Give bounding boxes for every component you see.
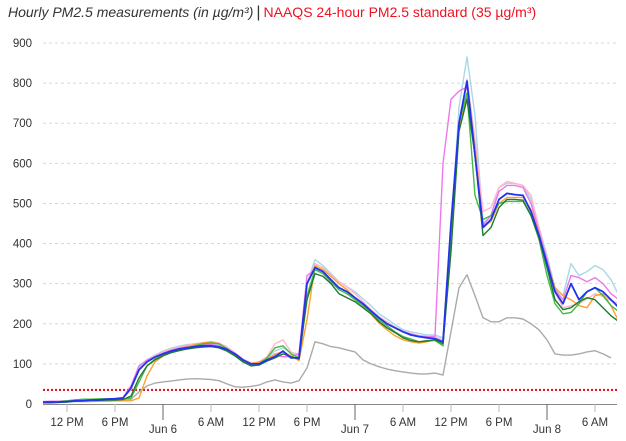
chart-title: Hourly PM2.5 measurements (in µg/m³) | NAA… bbox=[8, 4, 536, 22]
standard-legend-label: NAAQS 24-hour PM2.5 standard (35 µg/m³) bbox=[263, 4, 537, 20]
y-tick-label: 100 bbox=[13, 359, 32, 371]
x-tick-label: 6 AM bbox=[198, 417, 224, 429]
series-line-5 bbox=[43, 94, 617, 404]
x-tick-label: 6 PM bbox=[102, 417, 129, 429]
y-tick-label: 200 bbox=[13, 319, 32, 331]
y-tick-label: 0 bbox=[26, 399, 32, 411]
series-line-8 bbox=[43, 80, 617, 403]
x-tick-label: 6 PM bbox=[486, 417, 513, 429]
x-tick-label: 6 AM bbox=[390, 417, 416, 429]
y-axis: 0 100 200 300 400 500 600 700 800 900 bbox=[13, 38, 32, 411]
title-separator: | bbox=[256, 4, 261, 21]
series-line-2 bbox=[43, 56, 617, 403]
series-line-4 bbox=[43, 86, 617, 403]
y-tick-label: 800 bbox=[13, 78, 32, 90]
x-tick-label: Jun 7 bbox=[341, 424, 369, 436]
y-tick-label: 300 bbox=[13, 279, 32, 291]
series-line-6 bbox=[43, 92, 617, 404]
y-tick-label: 600 bbox=[13, 158, 32, 170]
series-line-7 bbox=[43, 98, 617, 404]
x-tick-label: 12 PM bbox=[242, 417, 275, 429]
x-tick-label: 12 PM bbox=[434, 417, 467, 429]
measurements-legend-label: Hourly PM2.5 measurements (in µg/m³) bbox=[8, 4, 254, 20]
y-tick-label: 900 bbox=[13, 38, 32, 50]
y-tick-label: 700 bbox=[13, 118, 32, 130]
y-tick-label: 500 bbox=[13, 198, 32, 210]
series-line-1 bbox=[43, 274, 612, 403]
x-tick-label: 6 PM bbox=[294, 417, 321, 429]
x-tick-label: Jun 8 bbox=[533, 424, 561, 436]
series-line-3 bbox=[43, 78, 617, 403]
x-tick-label: 12 PM bbox=[50, 417, 83, 429]
series-lines bbox=[43, 56, 617, 404]
x-tick-label: Jun 6 bbox=[149, 424, 177, 436]
y-tick-label: 400 bbox=[13, 239, 32, 251]
x-tick-label: 6 AM bbox=[582, 417, 608, 429]
x-axis: 12 PM 6 PM Jun 6 6 AM 12 PM 6 PM Jun 7 6 AM 12 P… bbox=[43, 404, 617, 436]
